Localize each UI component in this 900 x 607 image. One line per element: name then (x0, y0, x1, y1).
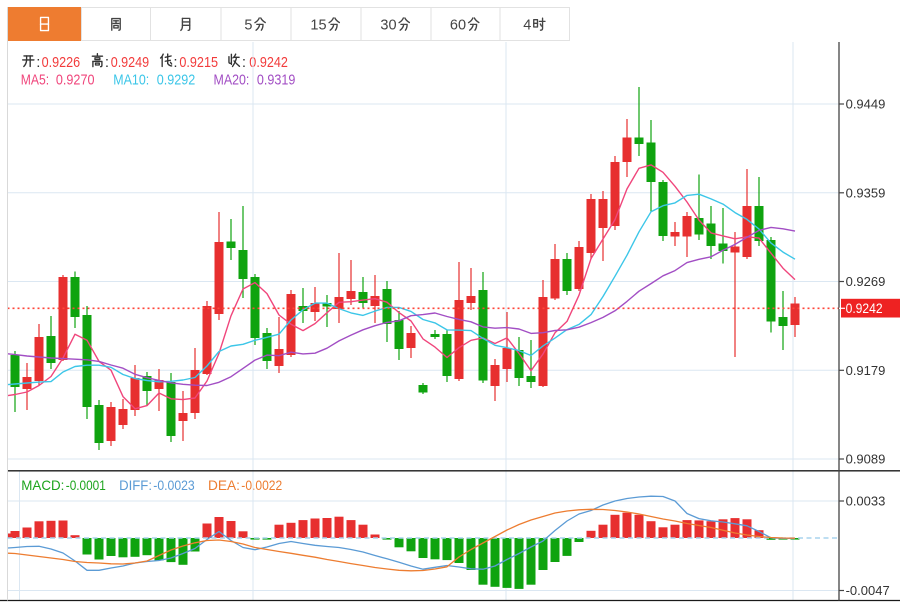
svg-text:60: 60 (450, 18, 466, 34)
svg-text:0.9249: 0.9249 (111, 54, 150, 71)
svg-text:0.9179: 0.9179 (846, 363, 886, 378)
svg-text:0.9359: 0.9359 (846, 185, 886, 200)
svg-text:-0.0001: -0.0001 (66, 477, 106, 493)
svg-text:0.9449: 0.9449 (846, 97, 886, 112)
svg-text::: : (242, 54, 246, 71)
svg-text:0.9242: 0.9242 (846, 301, 883, 316)
svg-text:0.9226: 0.9226 (42, 54, 81, 71)
svg-text:0.9292: 0.9292 (157, 72, 196, 89)
svg-text:MA20:: MA20: (214, 72, 250, 89)
svg-text::: : (173, 54, 177, 71)
svg-text:4: 4 (523, 18, 531, 34)
svg-text:5: 5 (244, 18, 252, 34)
svg-text:0.9242: 0.9242 (249, 54, 288, 71)
svg-text:-0.0023: -0.0023 (153, 477, 195, 493)
svg-text:0.9319: 0.9319 (257, 72, 296, 89)
svg-text:MA5:: MA5: (21, 72, 49, 89)
svg-text:DEA:: DEA: (208, 477, 240, 493)
svg-text:-0.0022: -0.0022 (241, 477, 282, 493)
svg-text::: : (105, 54, 109, 71)
svg-text:15: 15 (310, 18, 326, 34)
svg-text:30: 30 (380, 18, 396, 34)
svg-text:-0.0047: -0.0047 (846, 583, 890, 598)
svg-text:0.9089: 0.9089 (846, 452, 886, 467)
svg-text:MACD:: MACD: (21, 477, 64, 493)
svg-text::: : (36, 54, 40, 71)
svg-text:0.9215: 0.9215 (179, 54, 218, 71)
svg-text:MA10:: MA10: (113, 72, 149, 89)
svg-text:0.9269: 0.9269 (846, 274, 886, 289)
svg-text:0.9270: 0.9270 (56, 72, 95, 89)
svg-text:DIFF:: DIFF: (119, 477, 152, 493)
svg-text:0.0033: 0.0033 (846, 494, 886, 509)
